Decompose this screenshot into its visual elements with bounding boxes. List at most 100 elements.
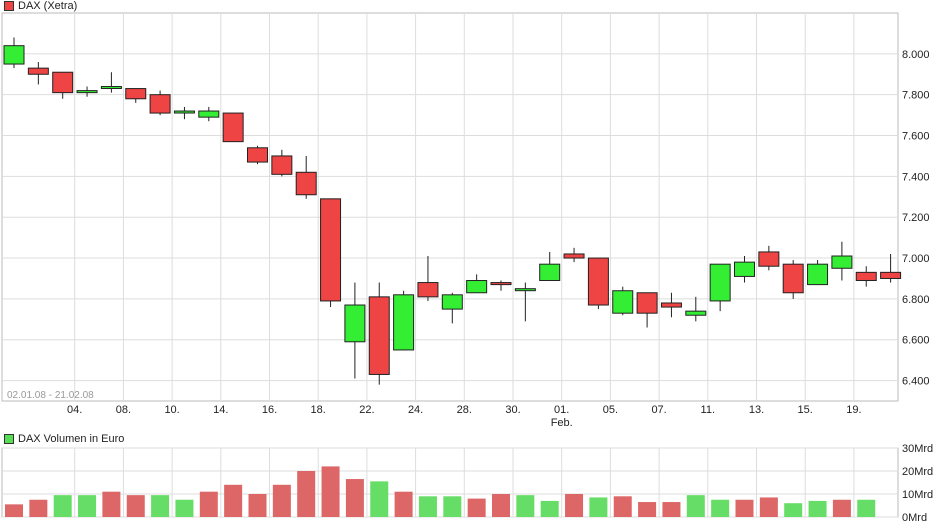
candle — [587, 257, 609, 310]
candle-body — [368, 296, 390, 375]
volume-bar — [29, 499, 48, 517]
volume-tick-label: 20Mrd — [902, 466, 933, 478]
x-tick-label: 22. — [359, 404, 374, 416]
volume-bar — [857, 499, 876, 517]
candle — [271, 149, 293, 177]
candle-body — [587, 257, 609, 306]
price-chart-title: DAX (Xetra) — [18, 0, 78, 12]
candle — [709, 263, 731, 312]
candle — [490, 280, 512, 291]
candle-body — [295, 171, 317, 196]
candle — [563, 247, 585, 263]
x-tick-label: 08. — [116, 404, 131, 416]
candle — [3, 37, 25, 69]
volume-bar — [540, 500, 559, 517]
volume-bar — [613, 496, 632, 517]
candle — [685, 296, 707, 322]
candle — [807, 260, 829, 286]
x-tick-label: 30. — [505, 404, 520, 416]
x-tick-label: 11. — [701, 404, 715, 416]
candle-body — [222, 112, 244, 143]
candle-body — [393, 294, 415, 351]
x-tick-label: 16. — [262, 404, 277, 416]
candle — [149, 90, 171, 116]
price-tick-label: 7.600 — [902, 131, 930, 143]
candle-body — [173, 110, 195, 114]
volume-bar — [370, 481, 389, 517]
volume-bar — [248, 494, 267, 517]
volume-bar — [418, 496, 437, 517]
candle — [198, 106, 220, 122]
candle — [466, 274, 488, 294]
volume-bar — [686, 495, 705, 517]
candle — [27, 62, 49, 85]
volume-bar — [5, 504, 23, 517]
volume-bar — [784, 503, 803, 517]
candle-body — [271, 155, 293, 175]
volume-bar — [589, 497, 608, 517]
volume-bar — [199, 491, 218, 517]
candle — [880, 253, 902, 283]
volume-bar — [126, 495, 145, 517]
volume-bar — [492, 494, 510, 517]
candle — [734, 256, 755, 283]
volume-tick-label: 0Mrd — [902, 512, 927, 524]
candle-body — [198, 110, 220, 118]
volume-bars — [5, 466, 876, 517]
candle-body — [734, 261, 755, 277]
candle — [831, 241, 853, 281]
price-tick-label: 6.400 — [902, 376, 930, 388]
candle — [76, 86, 98, 97]
price-tick-label: 7.200 — [902, 212, 930, 224]
volume-bar — [297, 471, 316, 517]
candle-body — [76, 90, 98, 94]
volume-legend: DAX Volumen in Euro — [4, 433, 124, 445]
x-tick-label: 15. — [798, 404, 813, 416]
x-tick-label: 07. — [651, 404, 666, 416]
candle — [247, 145, 268, 165]
candle — [636, 292, 658, 328]
volume-bar — [102, 491, 121, 517]
volume-bar — [808, 500, 827, 517]
price-tick-label: 7.400 — [902, 171, 930, 183]
price-axis: 6.400 6.600 6.800 7.000 7.200 7.400 7.600 7.800… — [67, 49, 929, 429]
volume-bar — [711, 499, 730, 517]
candle-body — [3, 45, 25, 65]
volume-bar — [321, 466, 340, 517]
candle-body — [563, 253, 585, 259]
date-range-label: 02.01.08 - 21.02.08 — [7, 390, 94, 401]
candle-body — [441, 294, 463, 310]
volume-axis: 0Mrd 10Mrd 20Mrd 30Mrd — [902, 443, 933, 524]
x-tick-label: 10. — [164, 404, 179, 416]
x-tick-label: 05. — [603, 404, 618, 416]
candle — [222, 112, 244, 143]
price-tick-label: 7.800 — [902, 90, 930, 102]
candle — [612, 286, 634, 316]
volume-bar — [78, 495, 97, 517]
candle — [417, 256, 439, 301]
candle-body — [149, 94, 171, 114]
volume-bar — [53, 495, 72, 517]
candle-body — [417, 282, 439, 298]
candle-body — [880, 271, 902, 279]
candle-body — [660, 302, 682, 308]
candle-body — [855, 271, 877, 282]
volume-bar — [467, 498, 486, 517]
price-candles — [3, 37, 902, 385]
candle-body — [344, 304, 366, 343]
x-tick-label: 18. — [311, 404, 326, 416]
candle-body — [807, 263, 829, 286]
candle — [125, 88, 147, 103]
price-tick-label: 8.000 — [902, 49, 930, 61]
candle — [368, 282, 390, 385]
volume-bar — [662, 502, 681, 517]
candle — [539, 251, 561, 282]
candle — [344, 282, 366, 379]
volume-bar — [345, 479, 364, 517]
candle-body — [466, 280, 488, 294]
volume-bar — [224, 484, 243, 517]
volume-bar — [175, 499, 194, 517]
candle — [295, 155, 317, 199]
volume-bar — [443, 496, 462, 517]
